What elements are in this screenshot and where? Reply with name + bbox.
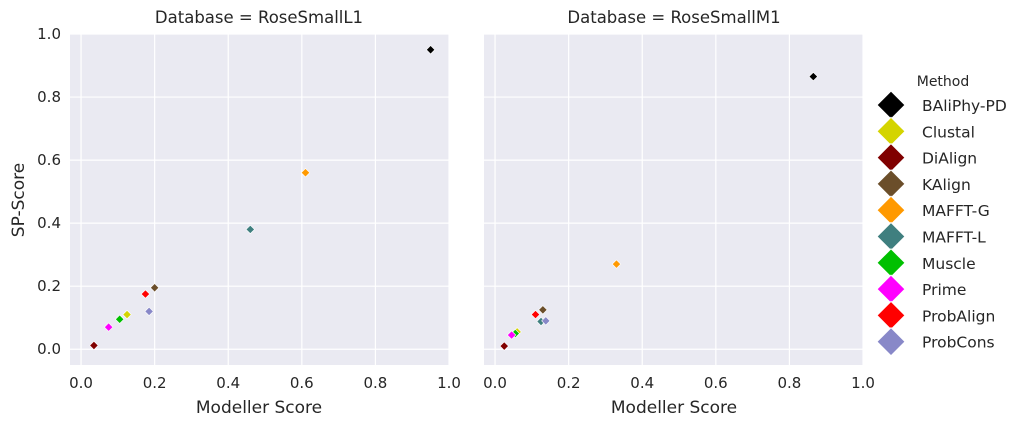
- data-point-mafft-g: [300, 168, 311, 178]
- legend-label: Muscle: [922, 255, 976, 273]
- legend-marker-prime: [876, 274, 906, 304]
- x-tick-label: 0.6: [290, 374, 314, 392]
- x-tick-label: 0.4: [216, 374, 240, 392]
- data-point-muscle: [115, 314, 125, 324]
- x-tick-label: 0.0: [483, 374, 507, 392]
- legend-label: ProbAlign: [922, 307, 995, 325]
- legend-marker-kalign: [876, 169, 906, 199]
- legend-marker-mafft-l: [876, 221, 906, 252]
- x-tick-label: 1.0: [851, 374, 875, 392]
- panel-title: Database = RoseSmallM1: [567, 8, 780, 27]
- legend-label: MAFFT-L: [922, 229, 986, 247]
- panel-rosesmalll1: Database = RoseSmallL1 0.0 0.2 0.4 0.6 0.8 1.…: [37, 8, 461, 392]
- data-point-baliphy-pd: [425, 45, 436, 55]
- legend: Method BAliPhy-PD Clustal DiAlign KAlign MAF…: [876, 74, 1007, 357]
- data-point-probalign: [530, 309, 541, 320]
- legend-label: Clustal: [922, 123, 975, 141]
- x-tick-label: 0.6: [704, 374, 728, 392]
- legend-label: DiAlign: [922, 150, 977, 168]
- y-tick-label: 0.8: [37, 88, 61, 106]
- legend-title: Method: [917, 74, 970, 90]
- y-tick-label: 0.2: [37, 277, 61, 295]
- panel-rosesmallm1: Database = RoseSmallM1 0.0 0.2 0.4 0.6 0.8 1.…: [483, 8, 875, 392]
- panel-title: Database = RoseSmallL1: [155, 8, 363, 27]
- legend-label: BAliPhy-PD: [922, 97, 1007, 115]
- x-axis-label: Modeller Score: [196, 398, 322, 418]
- legend-marker-dialign: [876, 142, 906, 173]
- data-point-dialign: [499, 341, 509, 351]
- plot-area: [70, 34, 449, 365]
- data-point-kalign: [538, 305, 548, 315]
- data-point-probcons: [144, 306, 154, 317]
- data-point-probalign: [140, 289, 151, 299]
- x-tick-label: 1.0: [437, 374, 461, 392]
- data-point-prime: [506, 330, 517, 340]
- legend-marker-clustal: [876, 116, 906, 147]
- x-tick-label: 0.8: [777, 374, 801, 392]
- legend-label: ProbCons: [922, 334, 995, 352]
- legend-marker-muscle: [876, 248, 906, 278]
- legend-marker-baliphy-pd: [876, 90, 906, 120]
- legend-marker-probalign: [876, 300, 906, 331]
- y-tick-label: 0.0: [37, 340, 61, 358]
- x-tick-label: 0.2: [557, 374, 581, 392]
- data-point-baliphy-pd: [808, 71, 818, 82]
- legend-label: Prime: [922, 281, 966, 299]
- data-point-mafft-g: [611, 259, 622, 269]
- legend-label: KAlign: [922, 176, 971, 194]
- x-tick-label: 0.8: [363, 374, 387, 392]
- x-tick-label: 0.4: [630, 374, 654, 392]
- y-tick-label: 0.4: [37, 214, 61, 232]
- legend-label: MAFFT-G: [922, 202, 990, 220]
- y-tick-label: 1.0: [37, 25, 61, 43]
- x-axis-label: Modeller Score: [611, 398, 737, 418]
- data-point-mafft-l: [245, 224, 255, 235]
- data-point-probcons: [541, 316, 551, 326]
- data-point-dialign: [89, 340, 99, 351]
- y-tick-label: 0.6: [37, 151, 61, 169]
- legend-marker-mafft-g: [876, 195, 906, 225]
- x-tick-label: 0.0: [69, 374, 93, 392]
- y-axis-label: SP-Score: [9, 163, 29, 237]
- plot-area: [484, 34, 863, 365]
- data-point-prime: [104, 322, 114, 332]
- data-point-kalign: [150, 283, 160, 293]
- legend-marker-probcons: [876, 326, 906, 357]
- x-tick-label: 0.2: [143, 374, 167, 392]
- data-point-clustal: [122, 309, 132, 320]
